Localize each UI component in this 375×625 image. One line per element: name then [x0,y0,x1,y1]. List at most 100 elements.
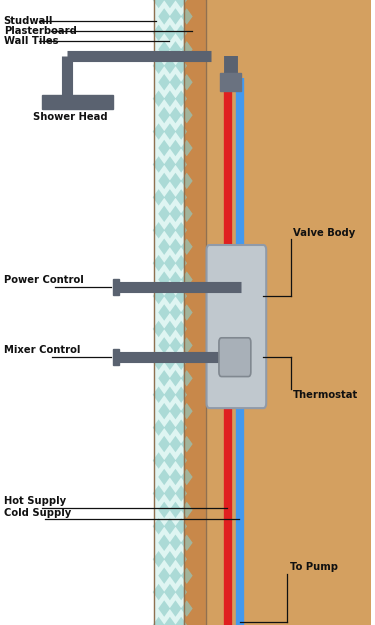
Polygon shape [158,534,170,551]
Polygon shape [158,41,170,58]
Polygon shape [164,518,176,534]
Polygon shape [164,419,176,436]
Polygon shape [181,304,193,321]
Polygon shape [181,534,193,551]
Polygon shape [158,601,170,617]
Polygon shape [164,222,176,239]
Polygon shape [158,140,170,156]
Polygon shape [164,123,176,140]
Polygon shape [170,41,182,58]
Polygon shape [164,0,176,8]
Polygon shape [164,24,176,41]
Text: Shower Head: Shower Head [33,112,108,123]
Bar [206,0,371,625]
Polygon shape [175,189,187,206]
Text: Mixer Control: Mixer Control [4,345,80,355]
Bar [113,349,118,365]
Polygon shape [153,584,165,601]
Polygon shape [158,271,170,288]
Bar [42,95,112,109]
Polygon shape [181,568,193,584]
Polygon shape [175,551,187,568]
Polygon shape [181,8,193,24]
Polygon shape [158,173,170,189]
Polygon shape [175,123,187,140]
Polygon shape [158,502,170,518]
Polygon shape [158,239,170,255]
Polygon shape [170,107,182,123]
Polygon shape [170,403,182,419]
Polygon shape [170,304,182,321]
Text: Plasterboard: Plasterboard [4,26,76,36]
Polygon shape [158,107,170,123]
Polygon shape [181,403,193,419]
Polygon shape [181,469,193,485]
Polygon shape [175,386,187,403]
Text: Hot Supply: Hot Supply [4,496,66,506]
Polygon shape [170,74,182,91]
Polygon shape [170,239,182,255]
Polygon shape [153,321,165,337]
Polygon shape [164,255,176,271]
Polygon shape [158,304,170,321]
Polygon shape [158,568,170,584]
Polygon shape [153,518,165,534]
Polygon shape [181,74,193,91]
Polygon shape [164,485,176,502]
Polygon shape [164,354,176,370]
Polygon shape [181,370,193,386]
Polygon shape [181,140,193,156]
Polygon shape [153,386,165,403]
Polygon shape [170,370,182,386]
Polygon shape [164,551,176,568]
Polygon shape [170,140,182,156]
Polygon shape [153,222,165,239]
Polygon shape [170,601,182,617]
Polygon shape [153,0,165,8]
Polygon shape [164,584,176,601]
Polygon shape [164,189,176,206]
Polygon shape [175,24,187,41]
Polygon shape [175,584,187,601]
Polygon shape [175,91,187,107]
Polygon shape [181,601,193,617]
Polygon shape [181,271,193,288]
Bar [154,0,183,625]
Polygon shape [164,452,176,469]
Text: Wall Tiles: Wall Tiles [4,36,58,46]
Bar [0,0,154,625]
Polygon shape [164,288,176,304]
Polygon shape [153,58,165,74]
Polygon shape [175,156,187,172]
Text: Studwall: Studwall [4,16,53,26]
Polygon shape [175,255,187,271]
Polygon shape [175,58,187,74]
Polygon shape [153,156,165,172]
Text: Valve Body: Valve Body [293,228,355,238]
Polygon shape [170,8,182,24]
Polygon shape [153,354,165,370]
Polygon shape [153,91,165,107]
Polygon shape [181,502,193,518]
Polygon shape [175,518,187,534]
Polygon shape [164,156,176,172]
Bar [220,73,241,91]
Polygon shape [181,107,193,123]
Polygon shape [158,403,170,419]
Bar [183,0,206,625]
Polygon shape [181,206,193,222]
Polygon shape [181,239,193,255]
Polygon shape [158,469,170,485]
Polygon shape [175,419,187,436]
Bar [113,279,118,295]
Polygon shape [181,436,193,452]
Polygon shape [153,189,165,206]
Polygon shape [170,271,182,288]
FancyBboxPatch shape [219,338,251,376]
Polygon shape [153,617,165,625]
Polygon shape [181,41,193,58]
Polygon shape [175,617,187,625]
Polygon shape [153,123,165,140]
Polygon shape [175,452,187,469]
Polygon shape [170,337,182,354]
